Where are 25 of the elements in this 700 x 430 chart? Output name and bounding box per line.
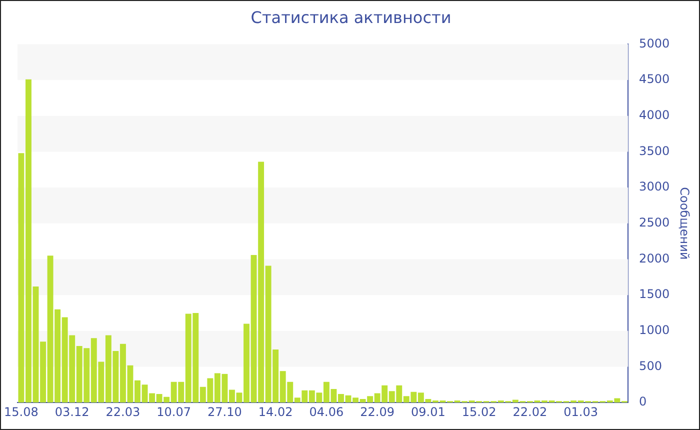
x-tick-label: 27.10 <box>208 404 242 419</box>
y-tick-label: 5000 <box>639 36 670 50</box>
y-tick-label: 1000 <box>639 323 670 338</box>
x-tick-label: 15.02 <box>462 404 496 419</box>
x-tick-label: 09.01 <box>411 404 446 419</box>
y-tick-label: 2500 <box>639 216 670 230</box>
x-tick-label: 10.07 <box>156 404 192 419</box>
y-tick-label: 1500 <box>639 287 670 302</box>
y-tick-label: 4500 <box>639 72 670 86</box>
x-tick-label: 03.12 <box>54 404 90 419</box>
y-tick-label: 3000 <box>639 180 670 194</box>
x-tick-label: 04.06 <box>309 404 344 419</box>
x-tick-label: 15.08 <box>4 404 38 419</box>
y-tick-label: 0 <box>639 394 647 409</box>
y-tick-label: 4000 <box>639 108 670 122</box>
y-tick-label: 3500 <box>639 144 670 158</box>
x-tick-label: 22.09 <box>360 404 395 419</box>
chart-title: Статистика активности <box>250 8 452 27</box>
x-tick-label: 22.02 <box>512 404 548 419</box>
x-tick-label: 22.03 <box>106 404 140 419</box>
y-tick-label: 500 <box>639 358 662 373</box>
x-tick-label: 14.02 <box>258 404 293 419</box>
y-tick-label: 2000 <box>639 251 670 266</box>
y-axis-title: Сообщений <box>678 187 692 260</box>
x-tick-label: 01.03 <box>564 404 598 419</box>
